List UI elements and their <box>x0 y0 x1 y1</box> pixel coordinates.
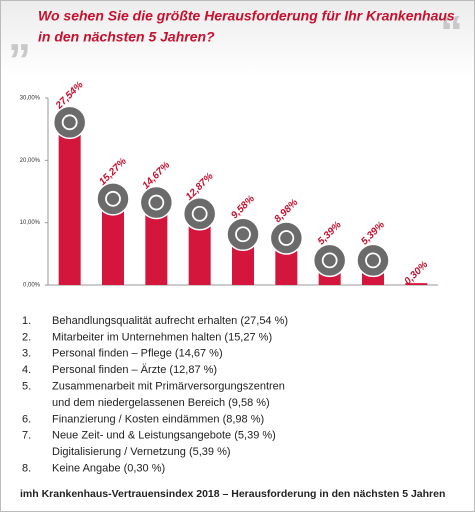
y-tick-label: 20,00% <box>20 158 41 164</box>
icon <box>52 105 87 140</box>
bar <box>405 283 428 285</box>
list-text: Neue Zeit- und & Leistungsangebote (5,39… <box>52 430 276 442</box>
icon <box>182 197 217 231</box>
list-text: Keine Angabe (0,30 %) <box>52 463 165 475</box>
list-text: Zusammenarbeit mit Primärversorgungszent… <box>52 381 285 393</box>
icon-glyph <box>321 252 338 269</box>
list-number: 4. <box>22 364 31 376</box>
y-tick-label: 30,00% <box>20 96 41 102</box>
icon <box>96 182 130 216</box>
icon <box>312 243 347 278</box>
list-text: Personal finden – Ärzte (12,87 %) <box>52 364 217 376</box>
list-text: Digitalisierung / Vernetzung (5,39 %) <box>52 446 231 458</box>
list-text: Mitarbeiter im Unternehmen halten (15,27… <box>52 331 272 343</box>
list-number: 5. <box>22 381 31 393</box>
icon-glyph <box>365 252 381 269</box>
icon-glyph <box>278 230 295 246</box>
icon <box>269 221 304 255</box>
icon <box>226 217 260 252</box>
icon-glyph <box>105 190 121 207</box>
list-number: 8. <box>22 463 31 475</box>
list-number: 3. <box>22 348 31 360</box>
list-number: 6. <box>22 413 31 425</box>
list-text: Behandlungsqualität aufrecht erhalten (2… <box>52 315 288 327</box>
list-text: Personal finden – Pflege (14,67 %) <box>52 348 223 360</box>
icon-glyph <box>235 226 251 243</box>
list-number: 7. <box>22 430 31 442</box>
y-tick-label: 0,00% <box>23 283 41 289</box>
list-text: und dem niedergelassenen Bereich (9,58 %… <box>52 397 270 409</box>
chart-title: Wo sehen Sie die größte Herausforderung … <box>38 8 455 24</box>
chart-title: in den nächsten 5 Jahren? <box>38 29 215 45</box>
bar <box>58 113 81 285</box>
icon-glyph <box>61 114 78 131</box>
quote-mark: „ <box>8 8 31 60</box>
list-number: 1. <box>22 315 31 327</box>
list-number: 2. <box>22 331 31 343</box>
icon-glyph <box>148 194 165 211</box>
icon-glyph <box>191 205 208 222</box>
footer: imh Krankenhaus-Vertrauensindex 2018 – H… <box>20 488 445 500</box>
y-tick-label: 10,00% <box>20 220 41 226</box>
icon <box>139 185 174 220</box>
icon <box>356 243 390 278</box>
quote-mark: “ <box>440 6 463 58</box>
list-text: Finanzierung / Kosten eindämmen (8,98 %) <box>52 413 264 425</box>
